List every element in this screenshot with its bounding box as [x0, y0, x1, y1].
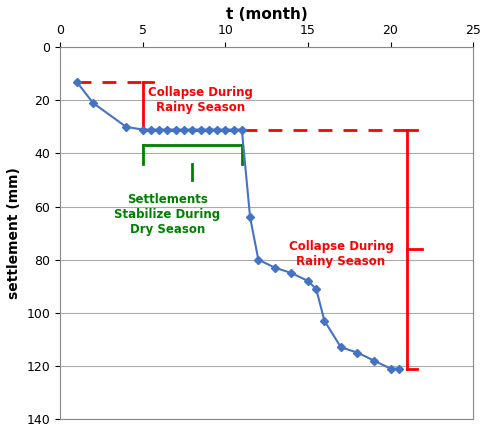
- Text: Collapse During
Rainy Season: Collapse During Rainy Season: [288, 240, 393, 268]
- Text: Collapse During
Rainy Season: Collapse During Rainy Season: [148, 86, 253, 114]
- Y-axis label: settlement (mm): settlement (mm): [7, 167, 21, 299]
- Text: Settlements
Stabilize During
Dry Season: Settlements Stabilize During Dry Season: [114, 193, 221, 236]
- X-axis label: t (month): t (month): [226, 7, 307, 22]
